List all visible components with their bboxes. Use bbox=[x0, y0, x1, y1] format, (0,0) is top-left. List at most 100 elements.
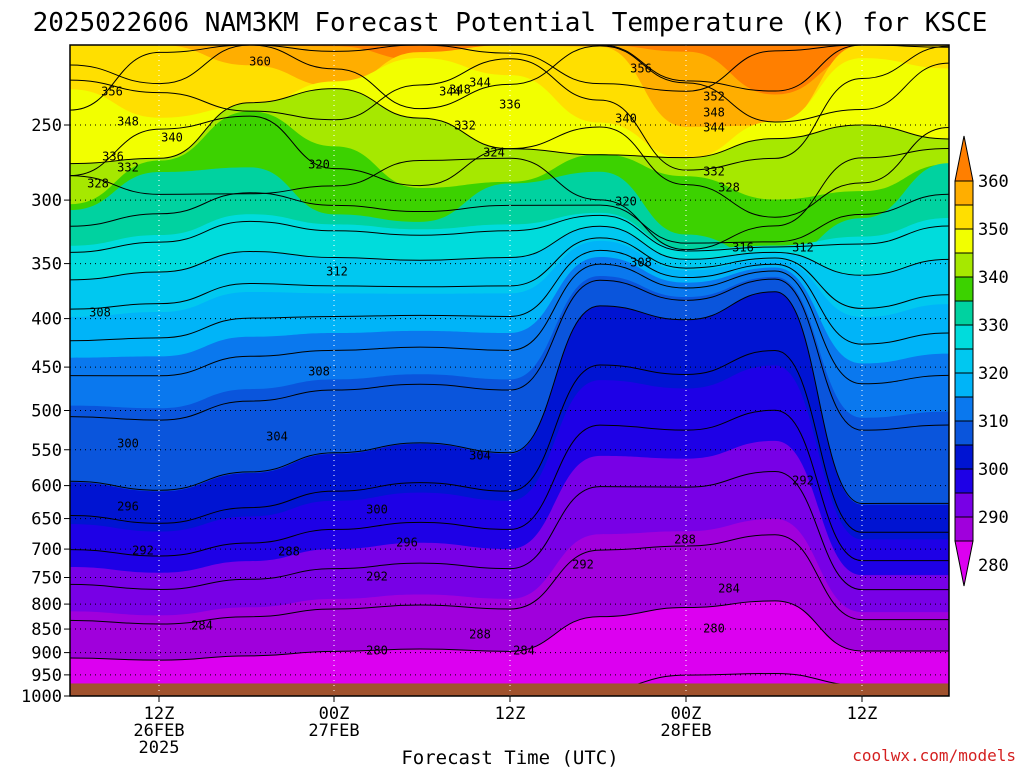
contour-label: 336 bbox=[102, 150, 124, 164]
credit-text: coolwx.com/models bbox=[852, 746, 1016, 765]
contour-label: 324 bbox=[483, 146, 505, 160]
y-tick-label: 750 bbox=[31, 569, 62, 589]
isentrope-line bbox=[69, 88, 950, 165]
colorbar-swatch bbox=[954, 228, 974, 254]
contour-label: 292 bbox=[572, 558, 594, 572]
contour-label: 300 bbox=[117, 437, 139, 451]
contour-label: 312 bbox=[326, 265, 348, 279]
contour-label: 284 bbox=[191, 619, 213, 633]
x-tick-label: 12Z bbox=[847, 704, 878, 724]
isentrope-line bbox=[69, 45, 950, 171]
isentrope-line bbox=[69, 263, 950, 385]
x-tick-label: 12Z bbox=[144, 704, 175, 724]
isentrope-line bbox=[69, 291, 950, 504]
y-tick-label: 600 bbox=[31, 477, 62, 497]
colorbar-label: 290 bbox=[978, 508, 1009, 528]
isentrope-line bbox=[69, 249, 950, 345]
y-tick-label: 900 bbox=[31, 644, 62, 664]
contour-label: 328 bbox=[87, 177, 109, 191]
contour-label: 280 bbox=[366, 644, 388, 658]
contour-label: 308 bbox=[630, 256, 652, 270]
contour-label: 356 bbox=[630, 62, 652, 76]
contour-label: 348 bbox=[703, 106, 725, 120]
y-tick-label: 550 bbox=[31, 441, 62, 461]
contour-label: 312 bbox=[792, 241, 814, 255]
contour-label: 340 bbox=[161, 131, 183, 145]
isentrope-line bbox=[69, 471, 949, 591]
x-axis-label: Forecast Time (UTC) bbox=[401, 747, 618, 768]
contour-label: 288 bbox=[674, 533, 696, 547]
isentrope-line bbox=[69, 225, 950, 281]
colorbar-label: 310 bbox=[978, 412, 1009, 432]
colorbar-swatch bbox=[954, 492, 974, 518]
contour-label: 304 bbox=[469, 449, 491, 463]
contour-label: 320 bbox=[615, 195, 637, 209]
colorbar-swatch bbox=[954, 444, 974, 470]
colorbar-label: 360 bbox=[978, 172, 1009, 192]
contour-label: 352 bbox=[703, 90, 725, 104]
contour-label: 292 bbox=[366, 570, 388, 584]
colorbar-label: 280 bbox=[978, 556, 1009, 576]
colorbar-swatch bbox=[954, 516, 974, 542]
contour-label: 360 bbox=[249, 55, 271, 69]
contour-label: 336 bbox=[499, 98, 521, 112]
y-tick-label: 850 bbox=[31, 620, 62, 640]
colorbar-top-arrow bbox=[954, 135, 974, 182]
contour-label: 284 bbox=[513, 644, 535, 658]
y-tick-label: 650 bbox=[31, 510, 62, 530]
ground-layer bbox=[70, 683, 949, 696]
contour-label: 308 bbox=[308, 365, 330, 379]
field-band bbox=[70, 601, 949, 696]
y-axis: 250 300 350 400 450 500 550 600 650 700 750 800 850 9… bbox=[21, 116, 70, 707]
colorbar-swatch bbox=[954, 204, 974, 230]
x-tick-label: 00Z bbox=[319, 704, 350, 724]
isentrope-line bbox=[69, 409, 949, 562]
contour-label: 320 bbox=[308, 158, 330, 172]
contour-label: 304 bbox=[266, 430, 288, 444]
contour-label: 332 bbox=[117, 161, 139, 175]
contour-label: 308 bbox=[89, 306, 111, 320]
x-tick-label: 2025 bbox=[139, 738, 180, 758]
contour-label: 292 bbox=[132, 544, 154, 558]
contour-label: 292 bbox=[792, 474, 814, 488]
y-tick-label: 800 bbox=[31, 595, 62, 615]
y-tick-label: 300 bbox=[31, 191, 62, 211]
colorbar-label: 330 bbox=[978, 316, 1009, 336]
colorbar-swatch bbox=[954, 300, 974, 326]
colorbar: 360 350 340 330 320 310 300 290 280 bbox=[954, 135, 1009, 587]
contour-label: 356 bbox=[101, 85, 123, 99]
colorbar-swatch bbox=[954, 420, 974, 446]
contour-label: 296 bbox=[396, 536, 418, 550]
contour-label: 344 bbox=[469, 76, 491, 90]
contour-label: 332 bbox=[454, 119, 476, 133]
colorbar-bottom-arrow bbox=[954, 540, 974, 587]
colorbar-label: 340 bbox=[978, 268, 1009, 288]
plot-area bbox=[69, 44, 950, 697]
y-tick-label: 950 bbox=[31, 666, 62, 686]
contour-label: 288 bbox=[469, 628, 491, 642]
isentrope-line bbox=[69, 278, 950, 431]
x-tick-label: 00Z bbox=[671, 704, 702, 724]
contour-label: 344 bbox=[703, 121, 725, 135]
isentrope-line bbox=[69, 44, 950, 92]
colorbar-swatch bbox=[954, 468, 974, 494]
isentrope-line bbox=[69, 237, 950, 310]
isentrope-line bbox=[69, 44, 950, 123]
contour-label: 288 bbox=[278, 545, 300, 559]
colorbar-label: 350 bbox=[978, 220, 1009, 240]
contour-label: 284 bbox=[718, 582, 740, 596]
contour-label: 328 bbox=[718, 181, 740, 195]
contour-label: 300 bbox=[366, 503, 388, 517]
x-tick-label: 28FEB bbox=[660, 721, 711, 741]
contour-label: 280 bbox=[703, 622, 725, 636]
isentrope-line bbox=[69, 600, 949, 661]
colorbar-swatch bbox=[954, 252, 974, 278]
colorbar-swatch bbox=[954, 348, 974, 374]
x-tick-label: 12Z bbox=[495, 704, 526, 724]
contour-label: 296 bbox=[117, 500, 139, 514]
contour-label: 332 bbox=[703, 165, 725, 179]
contour-label: 348 bbox=[117, 115, 139, 129]
colorbar-swatch bbox=[954, 396, 974, 422]
